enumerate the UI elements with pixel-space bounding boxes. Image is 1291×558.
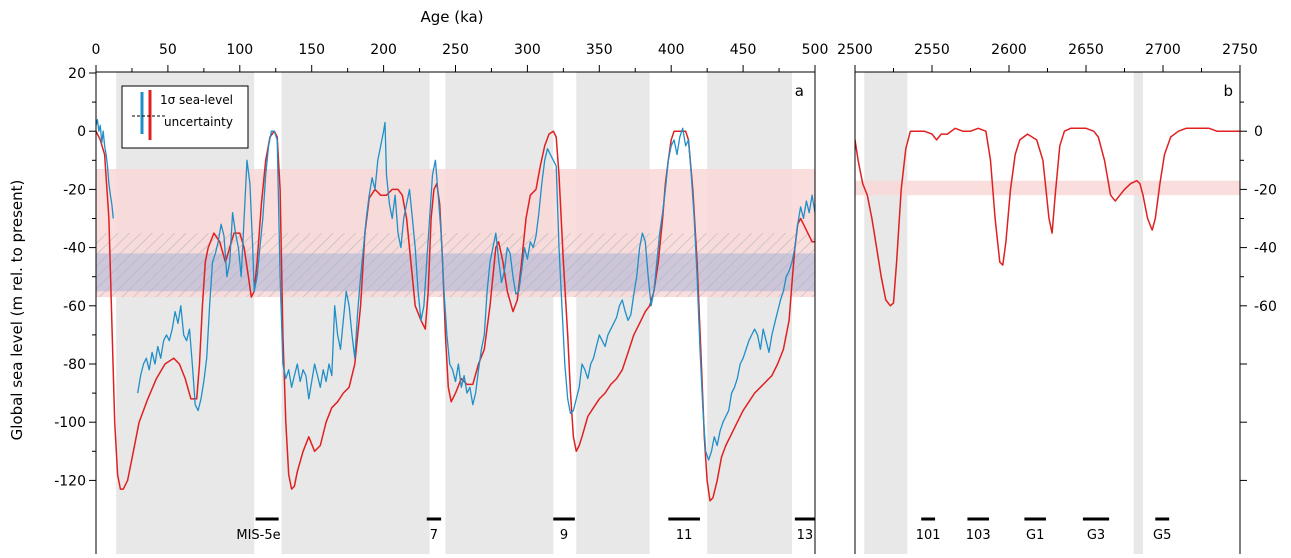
mis-label-a-1: 7 bbox=[430, 528, 438, 543]
series-red-line-a bbox=[96, 130, 815, 502]
x-tick-label-a-0: 0 bbox=[92, 42, 101, 58]
x-tick-label-b-0: 2500 bbox=[837, 42, 873, 58]
glacial-shading-b-1 bbox=[1133, 72, 1143, 554]
glacial-shading-a-0 bbox=[116, 72, 255, 554]
x-tick-label-a-1: 50 bbox=[159, 42, 177, 58]
mis-label-a-0: MIS-5e bbox=[236, 528, 280, 543]
x-tick-label-b-5: 2750 bbox=[1222, 42, 1258, 58]
x-tick-label-a-10: 500 bbox=[802, 42, 829, 58]
glacial-shading-a-2 bbox=[445, 72, 554, 554]
x-tick-label-b-4: 2700 bbox=[1145, 42, 1181, 58]
x-tick-label-a-4: 200 bbox=[370, 42, 397, 58]
y-tick-label-a-3: -40 bbox=[63, 241, 86, 257]
x-tick-label-b-2: 2600 bbox=[991, 42, 1027, 58]
mis-label-a-2: 9 bbox=[560, 528, 568, 543]
mis-label-b-3: G3 bbox=[1087, 528, 1105, 543]
y-tick-label-a-7: -120 bbox=[54, 473, 86, 489]
x-tick-label-a-2: 100 bbox=[226, 42, 253, 58]
y-tick-label-a-4: -60 bbox=[63, 299, 86, 315]
series-blue-line-a-0 bbox=[96, 118, 114, 219]
y-tick-label-b-1: -20 bbox=[1254, 182, 1277, 198]
y-tick-label-a-5: -80 bbox=[63, 357, 86, 373]
series-red-line-b bbox=[855, 127, 1240, 307]
y-tick-label-a-2: -20 bbox=[63, 182, 86, 198]
mis-label-b-0: 101 bbox=[916, 528, 941, 543]
panel-b-label: b bbox=[1223, 82, 1233, 100]
y-tick-label-b-3: -60 bbox=[1254, 299, 1277, 315]
glacial-shading-a-1 bbox=[281, 72, 430, 554]
mis-label-b-2: G1 bbox=[1026, 528, 1044, 543]
mis-label-a-4: 13 bbox=[797, 528, 814, 543]
x-tick-label-a-3: 150 bbox=[298, 42, 325, 58]
legend: 1σ sea-level uncertainty bbox=[121, 85, 249, 149]
y-tick-label-b-0: 0 bbox=[1254, 124, 1263, 140]
x-tick-label-b-1: 2550 bbox=[914, 42, 950, 58]
uncertainty-band-b-0 bbox=[855, 180, 1240, 196]
y-tick-label-a-1: 0 bbox=[77, 124, 86, 140]
mis-label-b-4: G5 bbox=[1153, 528, 1171, 543]
y-axis-label: Global sea level (m rel. to present) bbox=[8, 180, 26, 441]
x-tick-label-a-5: 250 bbox=[442, 42, 469, 58]
series-blue-line-a-1 bbox=[137, 121, 815, 461]
y-tick-label-a-6: -100 bbox=[54, 415, 86, 431]
panel-a-label: a bbox=[795, 82, 804, 100]
x-tick-label-b-3: 2650 bbox=[1068, 42, 1104, 58]
y-tick-label-b-2: -40 bbox=[1254, 241, 1277, 257]
x-tick-label-a-9: 450 bbox=[730, 42, 757, 58]
x-axis-label: Age (ka) bbox=[420, 8, 483, 26]
glacial-shading-a-4 bbox=[707, 72, 792, 554]
legend-text-line1: 1σ sea-level bbox=[160, 93, 233, 107]
mis-label-a-3: 11 bbox=[676, 528, 693, 543]
glacial-shading-b-0 bbox=[864, 72, 908, 554]
x-tick-label-a-7: 350 bbox=[586, 42, 613, 58]
uncertainty-band-a-2 bbox=[96, 253, 815, 292]
y-tick-label-a-0: 20 bbox=[68, 66, 86, 82]
glacial-shading-a-3 bbox=[576, 72, 650, 554]
x-tick-label-a-6: 300 bbox=[514, 42, 541, 58]
legend-text-line2: uncertainty bbox=[164, 115, 233, 129]
x-tick-label-a-8: 400 bbox=[658, 42, 685, 58]
mis-label-b-1: 103 bbox=[966, 528, 991, 543]
